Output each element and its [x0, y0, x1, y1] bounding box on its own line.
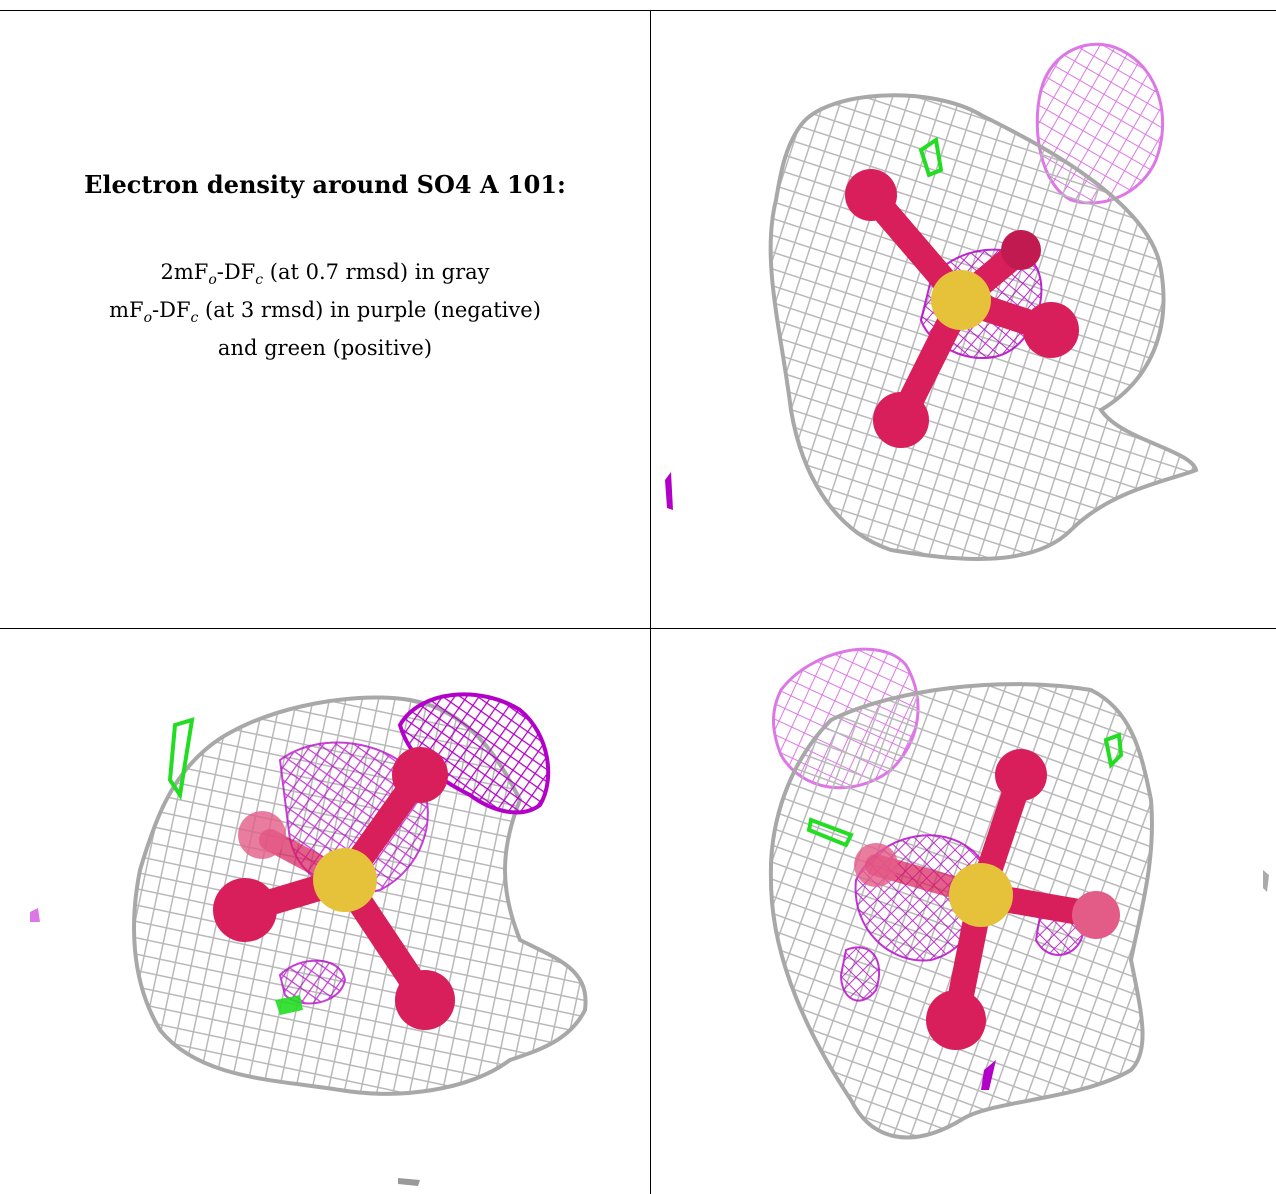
positive-density-blob	[167, 717, 195, 801]
border-center	[650, 10, 651, 1194]
view-bottom-left	[0, 630, 650, 1194]
positive-density-blob	[918, 136, 944, 178]
sulfate-molecule	[854, 749, 1120, 1050]
sulfate-molecule	[213, 747, 455, 1030]
view-top-right	[651, 10, 1276, 628]
caption-line-gray: 2mFo-DFc (at 0.7 rmsd) in gray	[160, 260, 490, 289]
border-top	[0, 10, 1276, 11]
caption-line-green: and green (positive)	[217, 336, 433, 361]
view-bottom-right	[651, 630, 1276, 1194]
caption-title: Electron density around SO4 A 101:	[84, 170, 566, 199]
caption-line-purple: mFo-DFc (at 3 rmsd) in purple (negative)	[109, 298, 541, 327]
caption-cell: Electron density around SO4 A 101: 2mFo-…	[0, 0, 650, 628]
positive-density-blob	[806, 817, 854, 848]
sulfate-molecule	[845, 169, 1079, 448]
caption-legend: 2mFo-DFc (at 0.7 rmsd) in gray mFo-DFc (…	[109, 257, 541, 363]
border-middle	[0, 628, 1276, 629]
